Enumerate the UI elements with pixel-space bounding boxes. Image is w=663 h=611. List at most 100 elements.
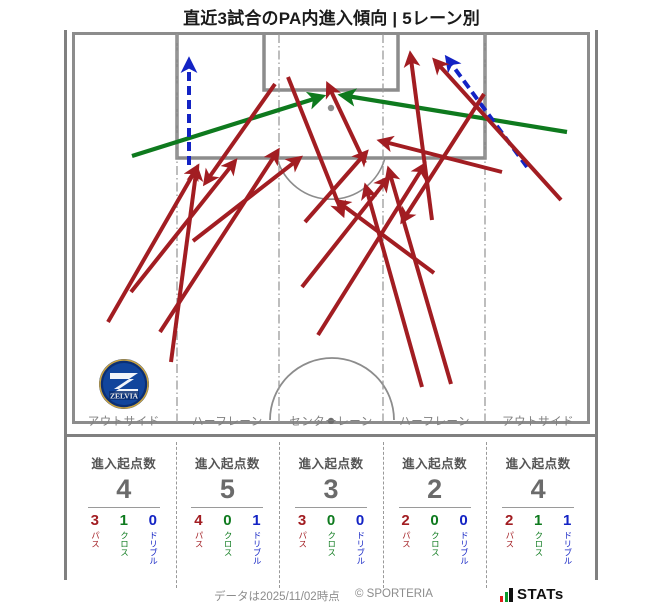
stat-column-3: 進入起点数 2 2 パス 0 クロス 0 ドリブル bbox=[382, 440, 487, 588]
stat-cross: 1 クロス bbox=[530, 513, 546, 565]
stat-total: 2 bbox=[427, 474, 443, 504]
team-badge-icon: ZELVIA bbox=[99, 359, 149, 409]
entry-arrow bbox=[361, 182, 424, 388]
lane-name-3: ハーフレーン bbox=[399, 416, 470, 428]
stat-metric-label: 進入起点数 bbox=[402, 457, 468, 471]
stat-column-0: 進入起点数 4 3 パス 1 クロス 0 ドリブル bbox=[72, 440, 176, 580]
stat-pass-value: 4 bbox=[194, 512, 203, 529]
stats-logo: STATs bbox=[500, 586, 564, 603]
stat-dribble-label: ドリブル bbox=[562, 531, 573, 565]
stat-pass-label: パス bbox=[401, 531, 412, 548]
section-divider bbox=[64, 434, 598, 437]
stat-dribble: 1 ドリブル bbox=[248, 512, 264, 566]
stat-total: 5 bbox=[219, 474, 235, 504]
stat-dribble-label: ドリブル bbox=[148, 531, 159, 565]
stat-breakdown: 3 パス 1 クロス 0 ドリブル bbox=[87, 512, 161, 566]
stat-cross-label: クロス bbox=[223, 531, 234, 557]
data-asof-label: データは2025/11/02時点 bbox=[214, 591, 340, 603]
entry-arrow bbox=[337, 88, 568, 135]
stat-dribble: 1 ドリブル bbox=[559, 512, 575, 566]
stat-rule bbox=[191, 507, 264, 508]
stat-rule bbox=[294, 507, 367, 508]
stats-logo-bars-icon bbox=[500, 587, 513, 602]
entry-arrow bbox=[333, 198, 436, 275]
stat-pass-label: パス bbox=[194, 531, 205, 548]
stat-pass-value: 2 bbox=[505, 512, 514, 529]
footer: データは2025/11/02時点 © SPORTERIA STATs bbox=[0, 586, 663, 608]
stat-cross-label: クロス bbox=[533, 531, 544, 557]
entry-arrow bbox=[131, 91, 327, 159]
stat-pass: 3 パス bbox=[294, 513, 310, 565]
entry-arrow bbox=[158, 147, 280, 334]
stat-cross-value: 0 bbox=[430, 512, 439, 529]
entry-arrow bbox=[286, 76, 346, 219]
penalty-spot bbox=[327, 104, 335, 112]
lane-name-1: ハーフレーン bbox=[192, 416, 263, 428]
svg-text:ZELVIA: ZELVIA bbox=[110, 392, 139, 401]
pitch-svg bbox=[72, 32, 590, 424]
stat-column-1: 進入起点数 5 4 パス 0 クロス 1 ドリブル bbox=[175, 440, 280, 588]
stat-metric-label: 進入起点数 bbox=[505, 457, 571, 471]
stat-pass-label: パス bbox=[297, 531, 308, 548]
entry-arrow bbox=[432, 57, 563, 202]
pitch-diagram: ZELVIA bbox=[72, 32, 590, 424]
pass-arrows bbox=[106, 50, 563, 388]
stat-total: 3 bbox=[323, 474, 339, 504]
stat-metric-label: 進入起点数 bbox=[91, 457, 157, 471]
stat-breakdown: 4 パス 0 クロス 1 ドリブル bbox=[190, 512, 264, 566]
stat-pass-value: 2 bbox=[401, 512, 410, 529]
stat-cross-label: クロス bbox=[326, 531, 337, 557]
stat-cross-label: クロス bbox=[119, 531, 130, 557]
stat-dribble-label: ドリブル bbox=[459, 531, 470, 565]
stat-pass-value: 3 bbox=[297, 512, 307, 529]
stat-cross: 1 クロス bbox=[116, 513, 132, 565]
entry-arrow bbox=[169, 164, 204, 363]
entry-arrow bbox=[191, 155, 303, 243]
stat-dribble-label: ドリブル bbox=[355, 531, 366, 565]
stat-pass: 2 パス bbox=[501, 513, 517, 565]
stat-breakdown: 2 パス 0 クロス 0 ドリブル bbox=[398, 512, 472, 566]
lane-name-0: アウトサイド bbox=[87, 416, 160, 428]
stat-rule bbox=[87, 507, 160, 508]
stat-cross-value: 0 bbox=[326, 512, 336, 529]
lane-name-2: センターレーン bbox=[289, 416, 373, 428]
stat-metric-label: 進入起点数 bbox=[194, 457, 260, 471]
stat-total: 4 bbox=[530, 474, 546, 504]
stat-dribble: 0 ドリブル bbox=[456, 513, 472, 566]
stat-pass-value: 3 bbox=[90, 512, 99, 529]
lane-name-strip: アウトサイド ハーフレーン センターレーン ハーフレーン アウトサイド bbox=[72, 412, 590, 434]
stat-column-4: 進入起点数 4 2 パス 1 クロス 1 ドリブル bbox=[486, 440, 590, 588]
stat-cross-label: クロス bbox=[430, 531, 441, 557]
stat-column-2: 進入起点数 3 3 パス 0 クロス 0 ドリブル bbox=[279, 440, 383, 588]
frame-left-border bbox=[64, 30, 67, 580]
copyright-label: © SPORTERIA bbox=[355, 588, 433, 600]
stat-rule bbox=[502, 507, 575, 508]
stat-cross: 0 クロス bbox=[427, 513, 443, 565]
center-spot bbox=[327, 417, 335, 424]
stat-cross-value: 0 bbox=[223, 512, 232, 529]
entry-arrow bbox=[325, 81, 367, 164]
stat-dribble: 0 ドリブル bbox=[145, 512, 161, 566]
entry-arrow bbox=[403, 50, 434, 221]
lane-name-4: アウトサイド bbox=[502, 416, 575, 428]
stat-pass-label: パス bbox=[90, 531, 101, 548]
stat-cross-value: 1 bbox=[119, 512, 128, 529]
stat-pass: 4 パス bbox=[190, 513, 206, 565]
stat-cross: 0 クロス bbox=[323, 513, 339, 565]
entry-arrow bbox=[202, 82, 277, 187]
stat-dribble: 0 ドリブル bbox=[352, 512, 368, 566]
entry-arrow bbox=[376, 135, 503, 174]
stat-pass-label: パス bbox=[504, 531, 515, 548]
stat-dribble-value: 1 bbox=[252, 512, 261, 529]
stat-total: 4 bbox=[116, 474, 132, 504]
stat-dribble-value: 0 bbox=[355, 512, 365, 529]
entry-arrow bbox=[106, 163, 200, 323]
stat-pass: 3 パス bbox=[87, 513, 103, 565]
stat-cross: 0 クロス bbox=[219, 513, 235, 565]
stat-breakdown: 2 パス 1 クロス 1 ドリブル bbox=[501, 512, 575, 566]
entry-arrow bbox=[384, 165, 453, 385]
chart-title: 直近3試合のPA内進入傾向 | 5レーン別 bbox=[183, 9, 480, 28]
stat-dribble-value: 0 bbox=[148, 512, 157, 529]
stat-dribble-value: 1 bbox=[563, 512, 572, 529]
